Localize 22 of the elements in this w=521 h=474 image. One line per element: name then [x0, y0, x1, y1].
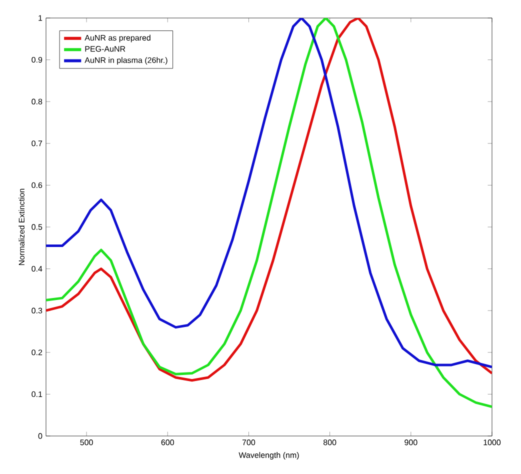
y-tick-label: 0.4	[32, 266, 42, 272]
y-tick-label: 0.6	[32, 182, 42, 188]
legend-label: AuNR as prepared	[84, 34, 150, 42]
x-tick-label: 800	[323, 440, 336, 446]
x-axis-title: Wavelength (nm)	[238, 452, 299, 460]
y-tick-label: 0.3	[32, 308, 42, 314]
y-tick-label: 0.2	[32, 350, 42, 356]
legend-label: AuNR in plasma (26hr.)	[84, 57, 168, 65]
y-tick-label: 0	[38, 433, 42, 439]
y-tick-label: 0.7	[32, 140, 42, 146]
y-tick-label: 0.1	[32, 391, 42, 398]
y-tick-label: 1	[38, 15, 42, 21]
y-tick-label: 0.9	[32, 56, 42, 63]
y-tick-label: 0.5	[32, 224, 42, 230]
x-tick-label: 700	[242, 440, 256, 446]
x-tick-label: 600	[161, 440, 174, 446]
y-axis-title: Normalized Extinction	[18, 188, 24, 266]
x-tick-label: 500	[80, 440, 93, 446]
y-tick-label: 0.8	[32, 98, 42, 104]
x-tick-label: 900	[404, 440, 418, 446]
legend-label: PEG-AuNR	[85, 46, 126, 52]
x-tick-label: 1000	[484, 440, 501, 446]
